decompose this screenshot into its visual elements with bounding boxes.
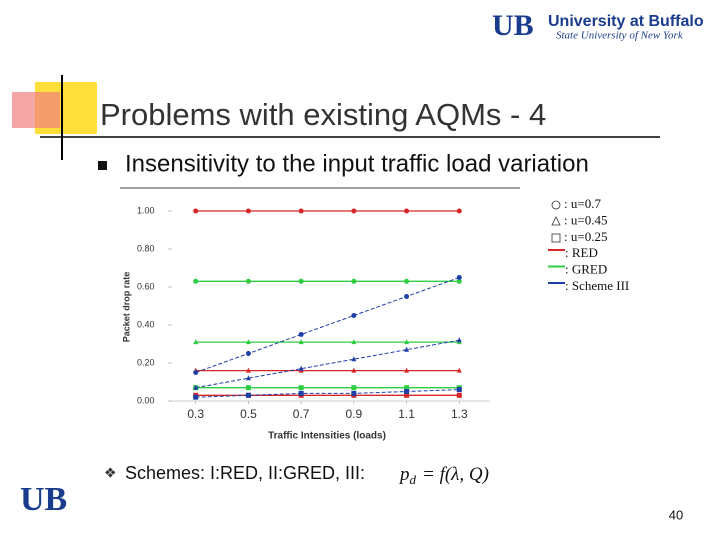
marker-square bbox=[351, 390, 357, 396]
bullet-marker bbox=[98, 161, 107, 170]
marker-square bbox=[456, 387, 462, 393]
x-tick-label: 0.3 bbox=[187, 407, 204, 421]
university: University at Buffalo bbox=[548, 13, 704, 30]
marker-triangle bbox=[351, 356, 357, 362]
y-tick-label: 0.00 bbox=[137, 395, 155, 405]
marker-circle bbox=[456, 278, 462, 284]
legend-label: : Scheme III bbox=[565, 278, 629, 293]
marker-square bbox=[245, 392, 251, 398]
marker-triangle bbox=[456, 367, 462, 373]
legend-label: : RED bbox=[565, 245, 598, 260]
x-tick-label: 0.7 bbox=[293, 407, 310, 421]
y-tick-label: 0.40 bbox=[137, 319, 155, 329]
marker-circle bbox=[404, 278, 410, 284]
marker-triangle bbox=[351, 339, 357, 345]
legend-label: : u=0.45 bbox=[564, 212, 607, 227]
x-tick-label: 0.5 bbox=[240, 407, 257, 421]
marker-triangle bbox=[404, 339, 410, 345]
legend-label: : u=0.25 bbox=[564, 229, 607, 244]
marker-circle bbox=[245, 278, 251, 284]
series-line bbox=[195, 389, 460, 398]
marker-triangle bbox=[551, 216, 561, 226]
marker-triangle bbox=[404, 367, 410, 373]
marker-square bbox=[404, 385, 410, 391]
marker-circle bbox=[404, 208, 410, 214]
formula: pd = f(λ, Q) bbox=[398, 464, 489, 487]
logo-footer: UB bbox=[20, 481, 67, 518]
bullet-text: Insensitivity to the input traffic load … bbox=[125, 150, 589, 177]
marker-circle bbox=[298, 208, 304, 214]
marker-circle bbox=[351, 278, 357, 284]
marker-square bbox=[404, 392, 410, 398]
y-tick-label: 0.80 bbox=[137, 243, 155, 253]
marker-circle bbox=[193, 370, 199, 375]
marker-circle bbox=[456, 275, 462, 280]
marker-circle bbox=[298, 332, 304, 337]
schemes-text: Schemes: I:RED, II:GRED, III: bbox=[125, 463, 365, 483]
marker-square bbox=[298, 385, 304, 391]
deco-red bbox=[12, 92, 60, 128]
marker-circle bbox=[298, 278, 304, 284]
series-line bbox=[195, 277, 460, 373]
marker-square bbox=[193, 394, 199, 400]
marker-square bbox=[245, 385, 251, 391]
legend-label: : GRED bbox=[565, 261, 607, 276]
x-tick-label: 0.9 bbox=[346, 407, 363, 421]
university-subtitle: State University of New York bbox=[556, 30, 684, 42]
marker-square bbox=[551, 233, 561, 243]
marker-triangle bbox=[193, 339, 199, 345]
marker-circle bbox=[245, 351, 251, 356]
marker-triangle bbox=[404, 346, 410, 352]
marker-circle bbox=[245, 208, 251, 214]
marker-triangle bbox=[298, 339, 304, 345]
marker-circle bbox=[351, 313, 357, 318]
marker-circle bbox=[551, 200, 561, 210]
y-tick-label: 0.20 bbox=[137, 357, 155, 367]
marker-square bbox=[351, 385, 357, 391]
marker-triangle bbox=[351, 367, 357, 373]
marker-square bbox=[404, 389, 410, 394]
logo: UB bbox=[492, 9, 534, 42]
marker-circle bbox=[456, 208, 462, 214]
marker-circle bbox=[351, 208, 357, 214]
marker-triangle bbox=[245, 339, 251, 345]
marker-triangle bbox=[245, 375, 251, 381]
legend-label: : u=0.7 bbox=[564, 196, 601, 211]
x-axis-label: Traffic Intensities (loads) bbox=[268, 431, 386, 442]
bullet-marker-2: ❖ bbox=[104, 465, 117, 481]
y-tick-label: 0.60 bbox=[137, 281, 155, 291]
y-axis-label: Packet drop rate bbox=[121, 272, 131, 343]
series-line bbox=[195, 339, 460, 389]
y-tick-label: 1.00 bbox=[137, 205, 155, 215]
marker-circle bbox=[193, 208, 199, 214]
slide-title: Problems with existing AQMs - 4 bbox=[100, 97, 546, 132]
marker-square bbox=[456, 392, 462, 398]
marker-triangle bbox=[298, 365, 304, 371]
marker-square bbox=[298, 390, 304, 396]
marker-circle bbox=[404, 294, 410, 299]
marker-circle bbox=[193, 278, 199, 284]
marker-triangle bbox=[245, 367, 251, 373]
marker-triangle bbox=[456, 337, 462, 343]
x-tick-label: 1.1 bbox=[398, 407, 415, 421]
marker-triangle bbox=[193, 384, 199, 390]
x-tick-label: 1.3 bbox=[451, 407, 468, 421]
page-number: 40 bbox=[669, 507, 683, 522]
